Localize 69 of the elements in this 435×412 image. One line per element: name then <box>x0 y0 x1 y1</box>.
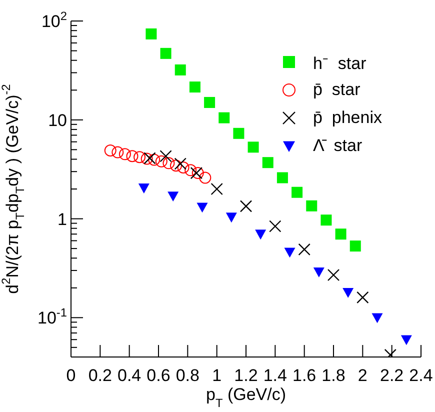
point <box>134 151 146 164</box>
point <box>144 152 156 164</box>
x-tick-label: 1 <box>212 366 222 385</box>
y-tick-label: 1 <box>58 210 67 229</box>
point <box>356 291 369 304</box>
point <box>255 230 266 240</box>
point <box>327 268 340 282</box>
point <box>118 148 131 160</box>
x-tick-label: 1.4 <box>263 366 287 385</box>
point <box>162 157 175 170</box>
point <box>262 157 274 168</box>
x-axis-title: p$_{T}$ (GeV/c) <box>206 385 286 410</box>
x-tick-label: 2 <box>358 366 368 385</box>
point <box>313 268 324 278</box>
point <box>226 212 237 223</box>
point <box>218 112 230 124</box>
x-tick-label: 1.8 <box>322 366 346 385</box>
point <box>140 152 153 165</box>
x-tick-label: 0.2 <box>88 366 112 385</box>
point <box>155 155 168 168</box>
point <box>269 220 282 232</box>
point <box>177 161 190 174</box>
point <box>174 158 186 170</box>
point <box>126 150 138 162</box>
point <box>204 96 216 108</box>
point <box>298 243 310 256</box>
point <box>170 160 182 172</box>
point <box>400 335 412 346</box>
point <box>350 240 361 252</box>
x-tick-label: 0.8 <box>176 366 200 385</box>
point <box>342 288 354 298</box>
x-tick-label: 2.4 <box>409 366 433 385</box>
point <box>210 182 223 196</box>
point <box>184 164 197 176</box>
point <box>168 192 179 202</box>
x-tick-label: 1.6 <box>292 366 316 385</box>
point <box>199 172 212 184</box>
point <box>148 154 160 166</box>
point <box>233 128 244 139</box>
y-tick-label: 10$^{2}$ <box>41 9 68 31</box>
point <box>284 248 296 258</box>
point <box>335 228 346 240</box>
x-tick-label: 2.2 <box>380 366 404 385</box>
point <box>138 184 150 194</box>
point <box>248 142 259 153</box>
point <box>104 144 116 157</box>
point <box>372 313 383 324</box>
legend-label: Λ̄ star <box>313 136 362 156</box>
point <box>146 28 157 40</box>
point <box>240 200 252 212</box>
point <box>292 186 303 198</box>
point <box>174 64 186 76</box>
point <box>160 48 172 59</box>
legend-label: p̄ star <box>313 80 360 100</box>
point <box>196 202 208 213</box>
y-tick-label: 10$^{-1}$ <box>38 306 68 328</box>
point <box>189 82 200 93</box>
x-tick-label: 1.2 <box>234 366 258 385</box>
x-tick-label: 0.4 <box>118 366 142 385</box>
point <box>306 200 318 212</box>
point <box>276 172 288 184</box>
legend-label: h⁻ star <box>313 52 366 74</box>
legend-label: p̄ phenix <box>313 108 382 128</box>
y-tick-label: 10 <box>48 110 67 130</box>
x-tick-label: 0 <box>66 366 76 385</box>
point <box>160 150 172 162</box>
x-tick-label: 0.6 <box>146 366 170 385</box>
point <box>112 146 124 158</box>
point <box>320 214 332 226</box>
